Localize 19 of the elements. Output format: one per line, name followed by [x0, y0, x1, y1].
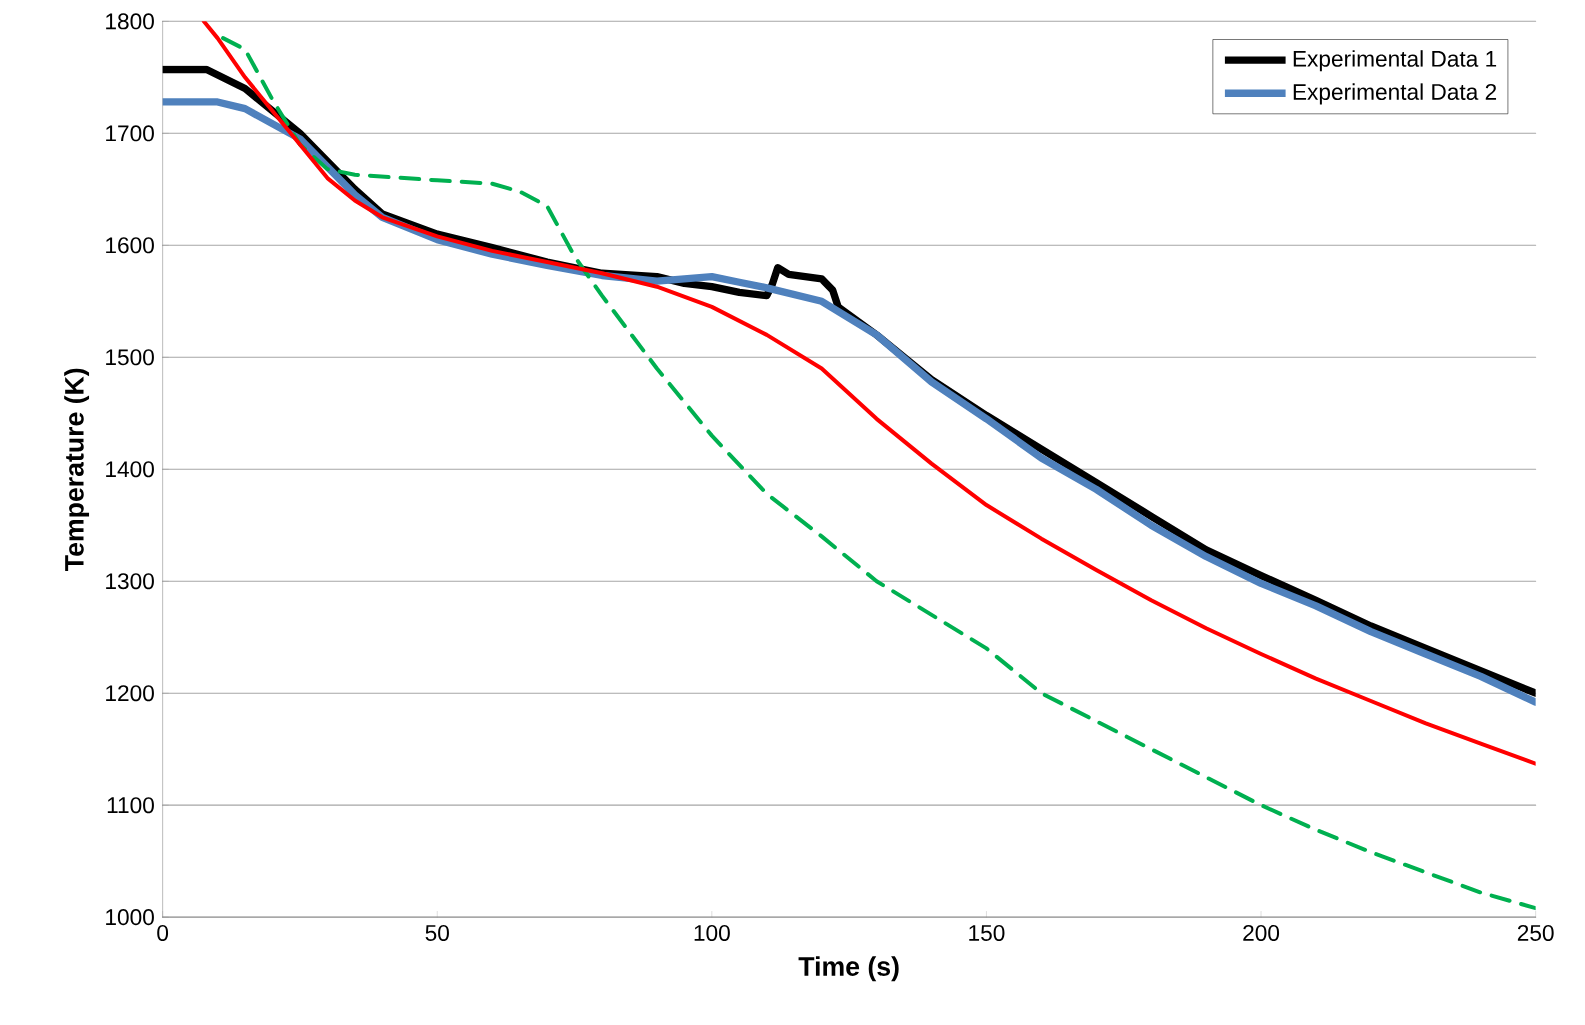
- legend-label: Experimental Data 2: [1293, 83, 1497, 105]
- x-axis-title: Time (s): [798, 956, 899, 982]
- y-tick-label: 1400: [106, 461, 154, 478]
- x-tick-label: 150: [969, 924, 1005, 941]
- y-tick-label: 1800: [106, 13, 154, 30]
- x-tick-label: 0: [157, 924, 169, 941]
- y-tick-label: 1500: [106, 349, 154, 366]
- y-tick-label: 1000: [106, 909, 154, 926]
- x-tick-label: 50: [425, 924, 449, 941]
- x-tick-label: 250: [1517, 924, 1554, 941]
- y-tick-label: 1100: [107, 797, 154, 814]
- y-axis-title: Temperature (K): [64, 368, 90, 571]
- y-tick-label: 1200: [106, 685, 154, 702]
- y-tick-label: 1700: [106, 125, 154, 142]
- x-tick-label: 100: [694, 924, 730, 941]
- y-tick-label: 1600: [106, 237, 154, 254]
- legend-label: Experimental Data 1: [1293, 50, 1497, 72]
- x-tick-label: 200: [1243, 924, 1280, 941]
- y-tick-label: 1300: [106, 573, 154, 590]
